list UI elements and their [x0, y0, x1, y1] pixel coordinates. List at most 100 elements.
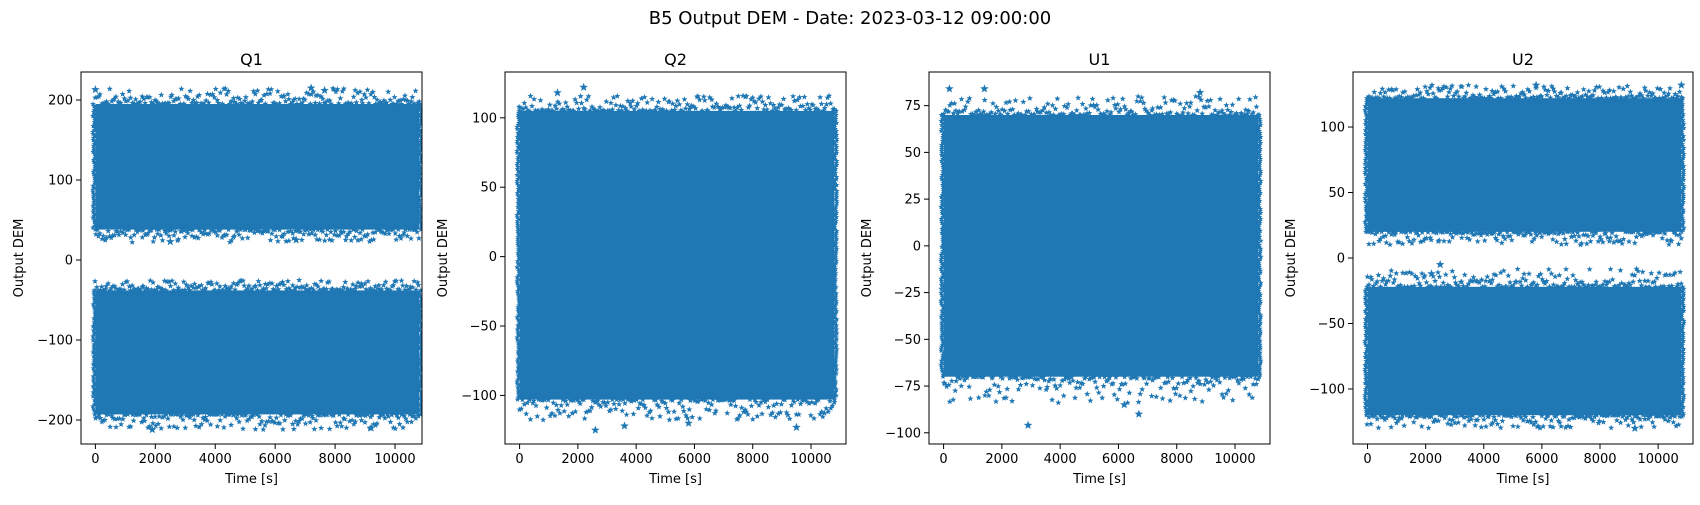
y-tick-label: 0 [1337, 252, 1345, 267]
x-axis-label: Time [s] [224, 472, 278, 487]
y-tick-label: 0 [489, 250, 497, 265]
scatter-point [1630, 423, 1640, 432]
scatter-point [620, 421, 629, 430]
subplot-title: Q2 [664, 50, 687, 69]
y-tick-label: −100 [1309, 382, 1345, 397]
scatter-band-core [95, 104, 420, 230]
x-tick-label: 6000 [1102, 452, 1135, 467]
y-axis-label: Output DEM [1284, 219, 1299, 298]
scatter-point [591, 425, 600, 434]
x-tick-label: 10000 [1214, 452, 1255, 467]
scatter-point [1120, 400, 1129, 409]
scatter-point [553, 88, 562, 97]
scatter-point [1531, 80, 1541, 89]
subplot-title: U1 [1089, 50, 1111, 69]
scatter-point [306, 83, 316, 92]
scatter-point [148, 425, 157, 434]
y-tick-label: 25 [904, 193, 921, 208]
y-tick-label: 100 [472, 111, 497, 126]
y-tick-label: −50 [470, 320, 497, 335]
y-tick-label: −75 [894, 380, 921, 395]
x-tick-label: 0 [1363, 452, 1371, 467]
scatter-point [366, 423, 376, 432]
scatter-point [166, 237, 175, 246]
x-tick-label: 4000 [620, 452, 653, 467]
scatter-band-fringe [1362, 81, 1687, 248]
panel-q1: 0 2000 4000 6000 8000 10000 −200 −100 0 100 200 Q1 T… [12, 50, 423, 487]
scatter-point [1023, 420, 1033, 429]
x-tick-label: 10000 [790, 452, 831, 467]
scatter-point [792, 422, 801, 431]
x-tick-label: 0 [91, 452, 99, 467]
x-tick-label: 8000 [1160, 452, 1193, 467]
plot-area [514, 82, 840, 434]
scatter-point [980, 84, 989, 93]
x-tick-label: 8000 [1583, 452, 1616, 467]
y-tick-label: −200 [37, 414, 73, 429]
y-tick-label: −50 [894, 333, 921, 348]
x-axis-label: Time [s] [1072, 472, 1126, 487]
scatter-band-core [1367, 98, 1682, 232]
x-axis-label: Time [s] [1496, 472, 1550, 487]
y-tick-label: 50 [904, 146, 921, 161]
axes-frame [504, 71, 847, 445]
panel-q2: 0 2000 4000 6000 8000 10000 −100 −50 0 50 100 Q2 Tim… [436, 50, 847, 487]
y-tick-label: −100 [885, 426, 921, 441]
x-axis-label: Time [s] [648, 472, 702, 487]
y-tick-label: −25 [894, 286, 921, 301]
scatter-band-core [943, 114, 1259, 377]
y-tick-label: 50 [480, 181, 497, 196]
x-tick-label: 6000 [259, 452, 292, 467]
y-tick-label: −50 [1318, 317, 1345, 332]
y-tick-label: 75 [904, 99, 921, 114]
y-tick-label: 100 [1320, 121, 1345, 136]
scatter-point [945, 84, 954, 93]
panel-u2: 0 2000 4000 6000 8000 10000 −100 −50 0 50 100 U2 Tim… [1284, 50, 1694, 487]
y-tick-label: −100 [37, 334, 73, 349]
y-axis-label: Output DEM [860, 219, 875, 298]
x-tick-label: 6000 [678, 452, 711, 467]
x-tick-label: 8000 [319, 452, 352, 467]
x-tick-label: 2000 [1409, 452, 1442, 467]
x-tick-label: 4000 [1044, 452, 1077, 467]
plot-area [938, 84, 1264, 429]
x-tick-label: 4000 [199, 452, 232, 467]
scatter-point [1435, 260, 1445, 269]
y-axis-label: Output DEM [12, 219, 27, 298]
subplot-title: Q1 [240, 50, 263, 69]
plot-area [1362, 80, 1687, 432]
scatter-point [684, 418, 693, 427]
y-tick-label: 0 [913, 239, 921, 254]
scatter-point [1427, 269, 1436, 278]
scatter-band-fringe [90, 276, 422, 433]
scatter-point [320, 85, 329, 94]
y-tick-label: −100 [461, 389, 497, 404]
x-tick-label: 8000 [736, 452, 769, 467]
scatter-point [291, 235, 301, 244]
x-tick-label: 10000 [1637, 452, 1678, 467]
subplot-title: U2 [1512, 50, 1534, 69]
x-tick-label: 10000 [374, 452, 415, 467]
scatter-band-core [95, 290, 420, 415]
scatter-point [91, 85, 100, 94]
scatter-band-core [1367, 286, 1682, 416]
y-axis-label: Output DEM [436, 219, 451, 298]
plot-area [90, 83, 422, 434]
y-tick-label: 50 [1328, 186, 1345, 201]
scatter-band-core [519, 110, 835, 400]
x-tick-label: 2000 [139, 452, 172, 467]
x-tick-label: 4000 [1467, 452, 1500, 467]
x-tick-label: 6000 [1525, 452, 1558, 467]
panel-u1: 0 2000 4000 6000 8000 10000 −100 −75 −50 −25 0 25 50… [860, 50, 1271, 487]
y-tick-label: 200 [48, 94, 73, 109]
x-tick-label: 2000 [561, 452, 594, 467]
axes-frame [928, 71, 1271, 445]
scatter-band-fringe [90, 85, 422, 245]
scatter-point [1134, 409, 1144, 418]
scatter-point [1677, 80, 1686, 89]
x-tick-label: 2000 [985, 452, 1018, 467]
scatter-band-fringe [1362, 265, 1687, 431]
x-tick-label: 0 [515, 452, 523, 467]
